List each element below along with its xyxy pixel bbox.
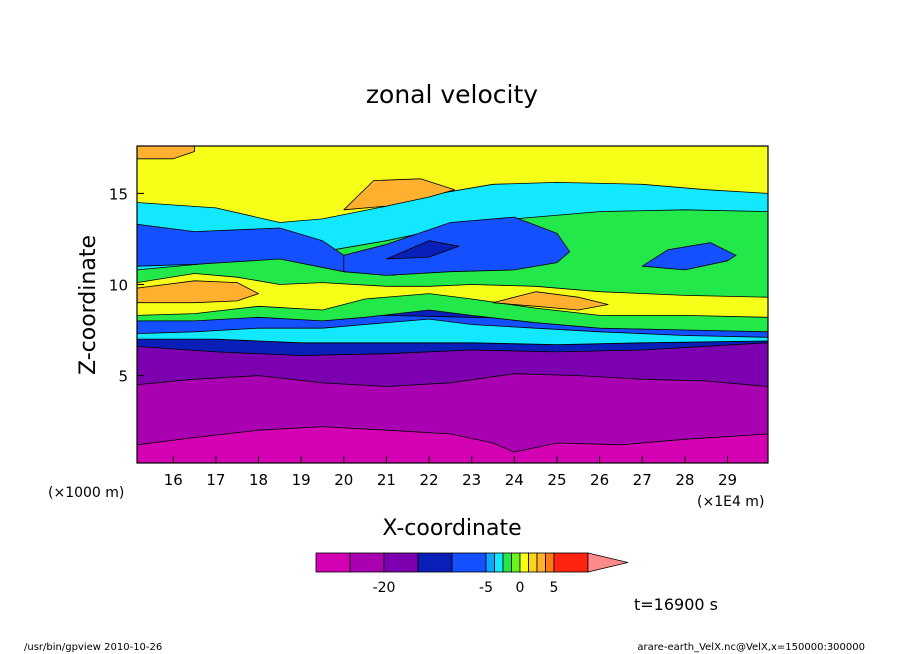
y-tick-label: 10 (109, 276, 128, 294)
contour-band-17 (386, 240, 460, 260)
colorbar-swatch (511, 552, 521, 573)
x-tick-label: 25 (547, 471, 566, 489)
colorbar-swatch (502, 552, 512, 573)
x-tick-label: 17 (206, 471, 225, 489)
x-axis-label: X-coordinate (382, 516, 521, 541)
x-tick-label: 22 (420, 471, 439, 489)
colorbar-swatch (315, 552, 351, 573)
x-tick-label: 26 (590, 471, 609, 489)
colorbar-tick-label: 0 (516, 580, 525, 596)
contour-band-5 (136, 318, 769, 345)
chart-title: zonal velocity (366, 80, 538, 109)
y-tick-label: 5 (118, 368, 128, 386)
colorbar-tick-label: -20 (373, 580, 396, 596)
colorbar-swatch (553, 552, 589, 573)
x-tick-label: 24 (505, 471, 524, 489)
colorbar-swatch (536, 552, 546, 573)
y-tick-label: 15 (109, 185, 128, 203)
colorbar-swatch (485, 552, 495, 573)
x-tick-label: 20 (334, 471, 353, 489)
x-unit-left: (×1000 m) (48, 485, 124, 501)
y-axis-ticks: 5 10 15 (109, 185, 144, 386)
plot-frame (136, 145, 769, 464)
x-tick-label: 18 (249, 471, 268, 489)
x-unit-right: (×1E4 m) (697, 494, 764, 510)
footer-right: arare-earth_VelX.nc@VelX,x=150000:300000 (637, 642, 865, 653)
x-tick-label: 28 (675, 471, 694, 489)
contour-band-8 (136, 273, 769, 318)
colorbar-swatch (383, 552, 419, 573)
colorbar-swatch (451, 552, 487, 573)
contour-band-16 (641, 242, 737, 271)
x-tick-label: 23 (462, 471, 481, 489)
colorbar-swatch (494, 552, 504, 573)
x-tick-label: 27 (633, 471, 652, 489)
colorbar-swatch (519, 552, 529, 573)
heatmap-plot-area (136, 145, 769, 464)
x-axis-ticks: 16 17 18 19 20 21 22 23 24 25 26 27 28 29 (164, 456, 737, 489)
footer-left: /usr/bin/gpview 2010-10-26 (24, 642, 162, 653)
colorbar-swatch (545, 552, 555, 573)
contour-band-12 (343, 178, 455, 211)
colorbar (315, 552, 629, 573)
colorbar-swatch (417, 552, 453, 573)
contour-band-11 (492, 291, 609, 311)
x-tick-label: 16 (164, 471, 183, 489)
x-tick-label: 19 (292, 471, 311, 489)
colorbar-tick-labels: -20 -5 0 5 (373, 580, 559, 596)
time-label: t=16900 s (634, 595, 718, 614)
colorbar-swatch (528, 552, 538, 573)
colorbar-tick-label: -5 (479, 580, 493, 596)
x-tick-label: 21 (377, 471, 396, 489)
x-tick-label: 29 (718, 471, 737, 489)
y-axis-label: Z-coordinate (76, 235, 101, 375)
colorbar-arrow (587, 552, 629, 573)
colorbar-tick-label: 5 (550, 580, 559, 596)
contour-band-10 (136, 280, 259, 304)
colorbar-swatch (349, 552, 385, 573)
